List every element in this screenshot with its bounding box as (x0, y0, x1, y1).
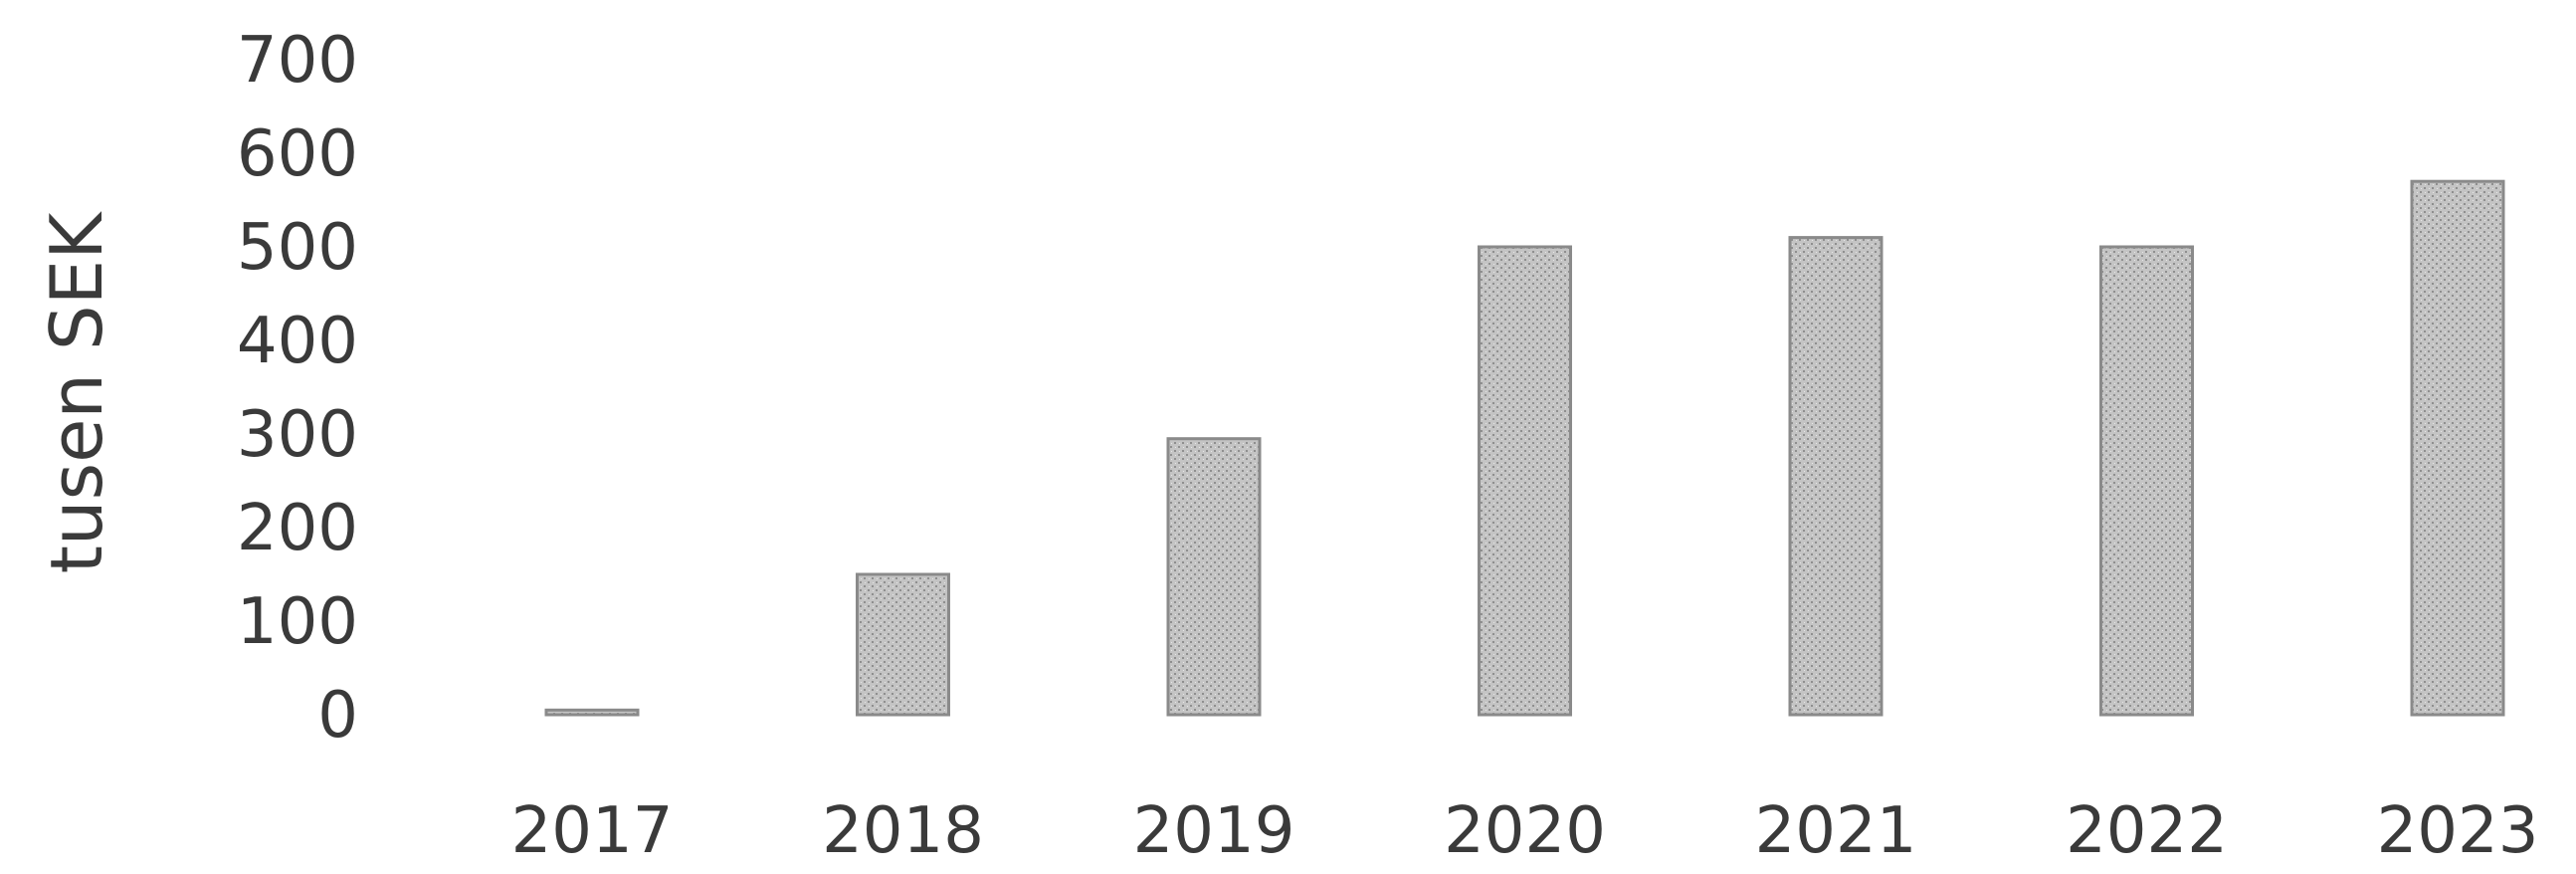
y-tick-label: 300 (237, 398, 358, 472)
x-tick-label: 2019 (1133, 794, 1295, 868)
x-tick-label: 2023 (2377, 794, 2539, 868)
bars (544, 179, 2505, 717)
bar-2017 (544, 708, 640, 717)
bar-2020 (1478, 245, 1572, 717)
y-tick-label: 100 (237, 585, 358, 659)
x-tick-label: 2020 (1444, 794, 1606, 868)
y-tick-label: 200 (237, 492, 358, 565)
y-axis-tick-labels: 0 100 200 300 400 500 600 700 (237, 24, 358, 753)
bar-2021 (1788, 236, 1883, 717)
bar-2019 (1166, 437, 1262, 717)
y-axis-title: tusen SEK (35, 211, 118, 573)
y-tick-label: 700 (237, 24, 358, 98)
y-tick-label: 0 (317, 679, 358, 753)
x-tick-label: 2021 (1755, 794, 1917, 868)
x-tick-label: 2022 (2066, 794, 2228, 868)
bar-2023 (2410, 179, 2505, 717)
bar-2022 (2099, 245, 2194, 717)
y-tick-label: 600 (237, 117, 358, 191)
y-tick-label: 500 (237, 211, 358, 285)
x-axis-tick-labels: 2017 2018 2019 2020 2021 2022 2023 (511, 794, 2539, 868)
y-tick-label: 400 (237, 305, 358, 378)
y-axis-title-group: tusen SEK (35, 211, 118, 573)
x-tick-label: 2018 (822, 794, 984, 868)
x-tick-label: 2017 (511, 794, 674, 868)
bar-2018 (856, 572, 950, 717)
